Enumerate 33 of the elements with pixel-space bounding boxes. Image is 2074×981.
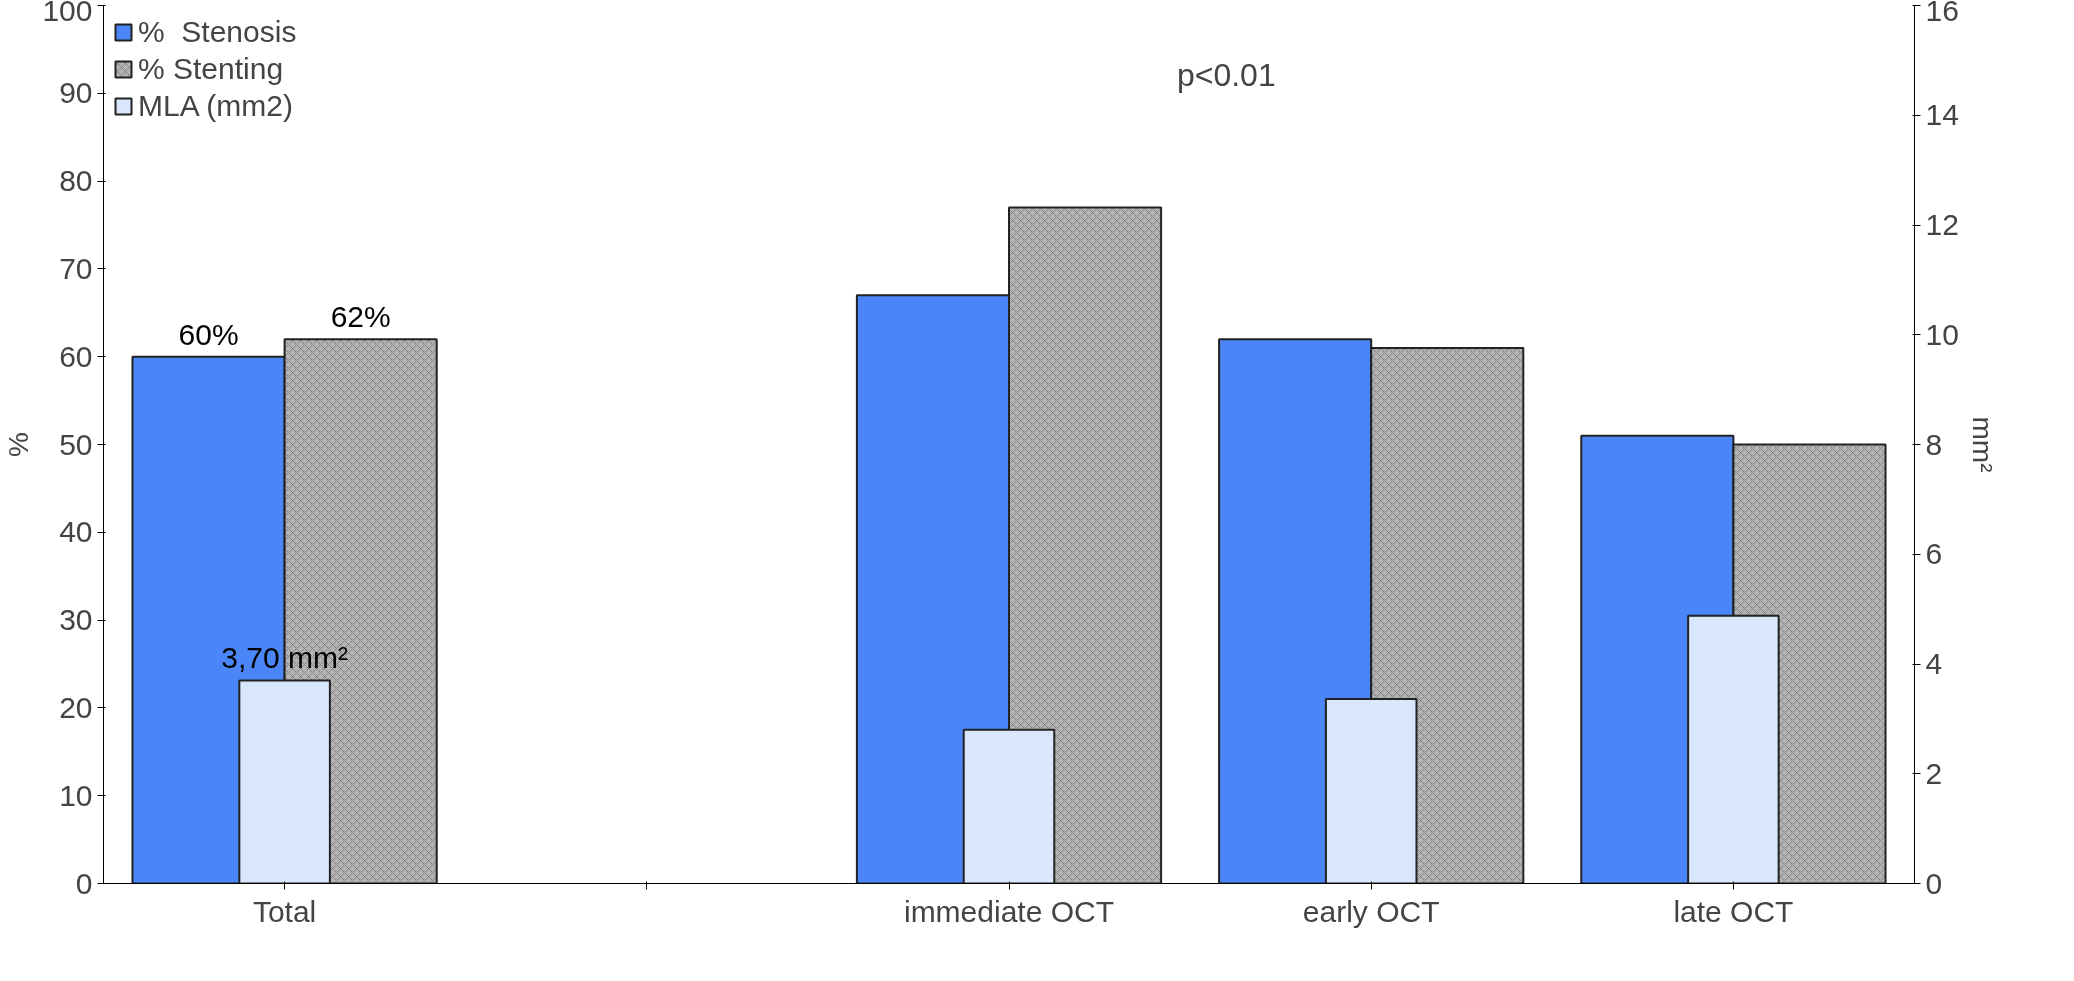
y-tick-label: 90 xyxy=(59,76,93,110)
data-label: 3,70 mm² xyxy=(221,641,348,675)
x-tick-label: late OCT xyxy=(1673,894,1794,928)
y-tick-label: 40 xyxy=(59,515,93,549)
y-tick-label: 20 xyxy=(59,690,93,724)
y-tick-label: 60 xyxy=(59,339,93,373)
y-tick-label: 80 xyxy=(59,164,93,198)
legend-label: % Stenosis xyxy=(138,15,297,49)
x-tick-label: early OCT xyxy=(1302,894,1440,928)
y2-tick-label: 0 xyxy=(1925,866,1943,900)
y-tick-label: 10 xyxy=(59,778,93,812)
data-label: 60% xyxy=(178,317,239,351)
y-tick-label: 100 xyxy=(42,0,93,27)
annotation: p<0.01 xyxy=(1176,57,1276,94)
y2-axis-title: mm² xyxy=(1966,416,1998,473)
legend-label: MLA (mm2) xyxy=(138,89,294,123)
x-tick-label: Total xyxy=(252,894,317,928)
y2-tick-label: 12 xyxy=(1925,208,1959,241)
y2-tick-label: 14 xyxy=(1925,98,1959,132)
y-tick-label: 30 xyxy=(59,603,93,637)
y2-tick-label: 10 xyxy=(1925,317,1959,351)
data-label: 62% xyxy=(330,300,391,334)
legend-label: % Stenting xyxy=(138,52,284,86)
y2-tick-label: 6 xyxy=(1925,537,1943,571)
x-tick-label: immediate OCT xyxy=(903,894,1115,928)
y2-tick-label: 2 xyxy=(1925,756,1943,790)
y2-tick-label: 4 xyxy=(1925,647,1943,680)
y2-tick-label: 8 xyxy=(1925,427,1943,461)
y-tick-label: 50 xyxy=(59,427,93,461)
y2-tick-label: 16 xyxy=(1925,0,1959,27)
y-axis-title: % xyxy=(3,432,35,457)
y-tick-label: 70 xyxy=(59,251,93,285)
y-tick-label: 0 xyxy=(75,866,93,900)
